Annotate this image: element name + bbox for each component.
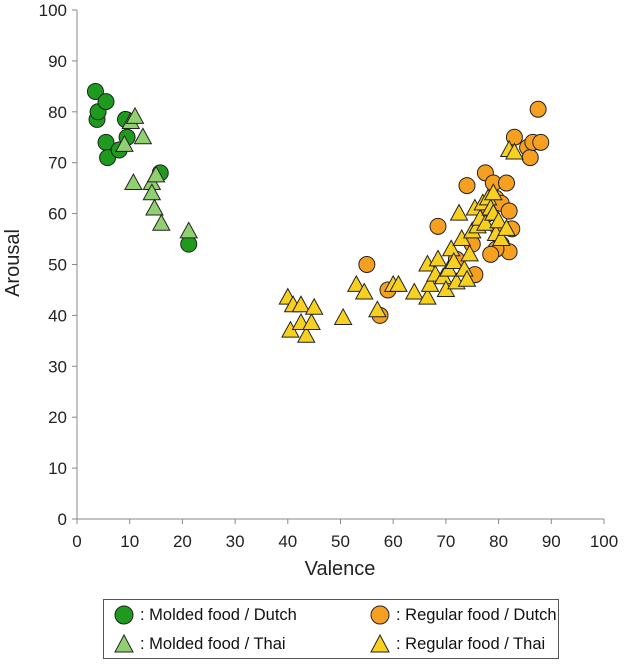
data-point-triangle [497,218,516,236]
data-point-triangle [389,274,408,292]
data-point-circle [498,174,516,192]
data-point-triangle [346,274,366,292]
data-point-triangle [491,229,511,247]
y-tick-label: 30 [48,357,67,376]
legend-label: : Molded food / Thai [140,634,286,653]
data-point-circle [532,133,550,151]
x-tick-label: 80 [489,532,508,551]
x-tick-label: 40 [278,532,297,551]
y-tick-label: 10 [48,459,67,478]
x-tick-label: 30 [226,532,245,551]
circle-marker-icon [370,605,390,625]
data-point-circle [358,256,376,273]
data-point-triangle [151,213,171,231]
data-point-triangle [291,295,311,313]
data-point-triangle [304,297,324,315]
data-point-circle [500,202,518,220]
data-point-triangle [441,239,461,257]
data-point-circle [97,93,115,111]
data-point-triangle [428,249,448,267]
data-point-triangle [457,269,477,287]
data-point-triangle [418,287,437,305]
data-point-circle [482,245,500,263]
x-tick-label: 10 [120,532,139,551]
legend-item-molded-thai: : Molded food / Thai [112,630,286,658]
y-tick-label: 0 [58,510,67,529]
data-point-triangle [476,213,495,231]
data-point-triangle [302,312,321,331]
triangle-marker-icon [114,633,134,653]
data-point-triangle [460,244,479,262]
data-point-triangle [449,203,469,221]
data-point-triangle [142,183,162,201]
y-tick-label: 60 [48,205,67,224]
legend-label: : Regular food / Dutch [396,605,557,624]
data-point-circle [86,82,104,100]
data-point-triangle [483,183,503,201]
data-point-triangle [296,325,316,343]
data-point-triangle [125,106,145,124]
legend-label: : Molded food / Dutch [140,605,297,624]
data-point-triangle [444,251,464,269]
data-point-triangle [145,198,164,216]
y-tick-label: 90 [48,52,67,71]
x-tick-label: 20 [173,532,192,551]
data-point-circle [180,235,198,253]
data-point-triangle [505,142,524,160]
data-point-triangle [354,282,374,300]
data-point-circle [521,149,539,167]
data-point-triangle [179,221,199,239]
x-tick-label: 50 [331,532,350,551]
y-tick-label: 70 [48,154,67,173]
legend: : Molded food / Dutch : Regular food / D… [103,599,559,659]
data-point-circle [429,217,447,235]
y-tick-label: 100 [39,1,67,20]
circle-marker-icon [114,605,134,625]
x-axis-title: Valence [305,558,376,580]
series-molded-food-thai [115,106,199,239]
data-point-triangle [115,134,134,152]
x-tick-label: 90 [542,532,561,551]
data-point-triangle [489,211,508,229]
y-tick-label: 20 [48,408,67,427]
data-point-triangle [404,282,424,300]
data-point-circle [458,177,476,195]
x-tick-label: 0 [72,532,81,551]
data-point-circle [529,100,547,118]
data-point-triangle [133,127,153,145]
axes: 0 10 20 30 40 50 60 70 80 90 100 0 10 20 30 40 50 60 70 80 9… [39,1,619,551]
x-tick-label: 100 [590,532,618,551]
legend-item-regular-thai: : Regular food / Thai [368,630,545,658]
y-tick-label: 40 [48,306,67,325]
data-point-triangle [333,307,353,325]
y-tick-label: 80 [48,103,67,122]
y-axis-title: Arousal [2,229,24,297]
legend-item-regular-dutch: : Regular food / Dutch [368,601,557,629]
data-point-triangle [368,300,387,318]
data-point-triangle [124,173,143,191]
x-tick-label: 60 [384,532,403,551]
triangle-marker-icon [370,633,390,653]
legend-item-molded-dutch: : Molded food / Dutch [112,601,297,629]
x-tick-label: 70 [436,532,455,551]
data-marks [86,82,550,343]
scatter-chart: 0 10 20 30 40 50 60 70 80 90 100 0 10 20 30 40 50 60 70 80 9… [2,1,619,580]
y-tick-label: 50 [48,256,67,275]
legend-label: : Regular food / Thai [396,634,546,653]
data-point-triangle [146,165,166,183]
series-molded-food-dutch [86,82,198,253]
series-regular-food-thai [278,139,524,343]
